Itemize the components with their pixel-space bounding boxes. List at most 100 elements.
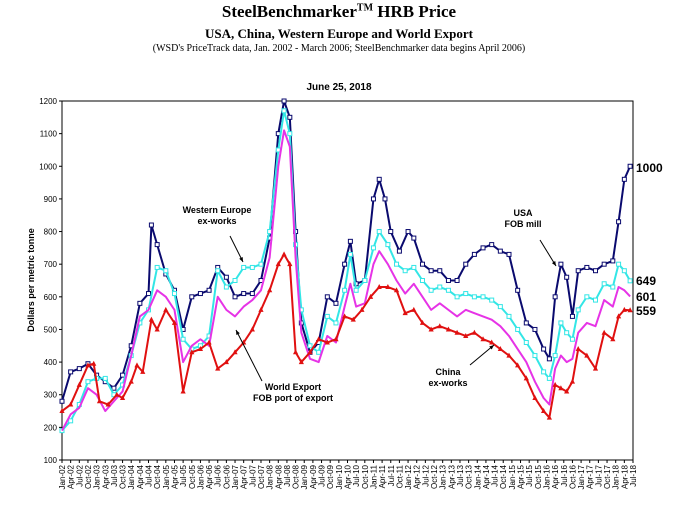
x-tick-label: Apr-06 xyxy=(205,464,214,489)
data-point xyxy=(189,349,195,355)
data-point xyxy=(396,248,402,254)
data-point xyxy=(564,388,570,394)
data-point xyxy=(249,291,255,297)
data-point xyxy=(454,294,460,300)
data-point xyxy=(489,242,495,248)
data-point xyxy=(615,313,622,319)
series-line xyxy=(61,109,631,432)
data-point xyxy=(541,408,547,414)
data-point xyxy=(471,251,477,257)
data-point xyxy=(616,219,622,225)
data-point xyxy=(405,229,411,235)
x-tick-label: Jul-05 xyxy=(179,464,188,486)
data-point xyxy=(206,287,212,293)
data-point xyxy=(59,398,65,404)
data-point xyxy=(105,401,111,407)
data-point xyxy=(558,320,564,326)
data-point xyxy=(463,291,469,297)
data-point xyxy=(385,284,391,290)
x-tick-label: Jul-10 xyxy=(352,464,361,486)
data-point xyxy=(85,362,91,368)
data-point xyxy=(419,319,426,325)
data-point xyxy=(385,242,391,248)
x-tick-label: Oct-13 xyxy=(465,464,474,489)
data-point xyxy=(552,381,558,387)
data-point xyxy=(241,291,247,297)
data-point xyxy=(621,176,627,182)
data-point xyxy=(223,284,229,290)
data-point xyxy=(552,353,558,359)
annotation-text: USA xyxy=(513,208,533,218)
data-point xyxy=(353,287,359,293)
data-point xyxy=(359,306,365,312)
data-point xyxy=(376,229,382,235)
x-tick-label: Jul-08 xyxy=(283,464,292,486)
data-point xyxy=(569,378,576,384)
data-point xyxy=(480,245,486,251)
data-point xyxy=(68,369,74,375)
data-point xyxy=(324,294,330,300)
data-point xyxy=(463,332,469,338)
data-point xyxy=(258,261,264,267)
data-point xyxy=(569,313,575,319)
data-point xyxy=(437,268,443,274)
x-tick-label: Oct-03 xyxy=(119,464,128,489)
x-tick-label: Oct-11 xyxy=(395,464,404,488)
data-point xyxy=(324,313,330,319)
x-tick-label: Jan-06 xyxy=(196,464,205,489)
data-point xyxy=(163,268,169,274)
annotation-text: China xyxy=(435,367,461,377)
data-point xyxy=(506,251,512,257)
series-2 xyxy=(59,108,633,434)
y-tick-label: 300 xyxy=(44,391,58,400)
x-tick-label: Jan-11 xyxy=(369,464,378,488)
data-point xyxy=(342,261,348,267)
data-point xyxy=(523,320,529,326)
y-axis-label: Dollars per metric tonne xyxy=(26,228,36,332)
data-point xyxy=(215,365,221,371)
data-point xyxy=(189,294,195,300)
y-axis-ticks: 100 200 300 400 500 600 700 800 900 1000 1100 1200 xyxy=(39,97,62,465)
annotation-arrow xyxy=(229,235,244,263)
data-point xyxy=(601,261,607,267)
data-point xyxy=(428,326,434,332)
data-point xyxy=(241,264,247,270)
data-point xyxy=(367,293,374,299)
data-point xyxy=(428,287,434,293)
data-point xyxy=(546,414,552,420)
chart-date: June 25, 2018 xyxy=(306,82,372,93)
data-point xyxy=(342,313,348,319)
x-tick-label: Apr-15 xyxy=(517,464,526,489)
y-tick-label: 400 xyxy=(44,358,58,367)
x-tick-label: Oct-04 xyxy=(153,464,162,489)
source-note: (WSD's PriceTrack data, Jan. 2002 - Marc… xyxy=(152,43,526,54)
data-point xyxy=(232,349,238,355)
x-tick-label: Jul-14 xyxy=(491,464,500,486)
data-point xyxy=(275,261,281,267)
data-point xyxy=(463,261,469,267)
x-tick-label: Oct-02 xyxy=(84,464,93,489)
data-point xyxy=(370,245,376,251)
x-tick-label: Jan-15 xyxy=(508,464,517,489)
data-point xyxy=(119,394,126,400)
x-tick-label: Oct-14 xyxy=(499,464,508,489)
x-tick-label: Apr-05 xyxy=(170,464,179,489)
x-tick-label: Oct-08 xyxy=(292,464,301,489)
data-point xyxy=(575,268,581,274)
x-tick-label: Jul-02 xyxy=(75,464,84,486)
x-tick-label: Oct-07 xyxy=(257,464,266,489)
data-point xyxy=(454,278,460,283)
series-line xyxy=(61,100,632,402)
data-point xyxy=(437,284,443,290)
data-point xyxy=(616,261,622,267)
x-tick-label: Jul-09 xyxy=(318,464,327,486)
data-point xyxy=(601,329,607,335)
x-tick-label: Apr-03 xyxy=(101,464,110,489)
x-tick-label: Jul-11 xyxy=(387,464,396,486)
data-point xyxy=(249,326,255,332)
x-tick-label: Jul-16 xyxy=(560,464,569,486)
data-point xyxy=(370,196,376,202)
